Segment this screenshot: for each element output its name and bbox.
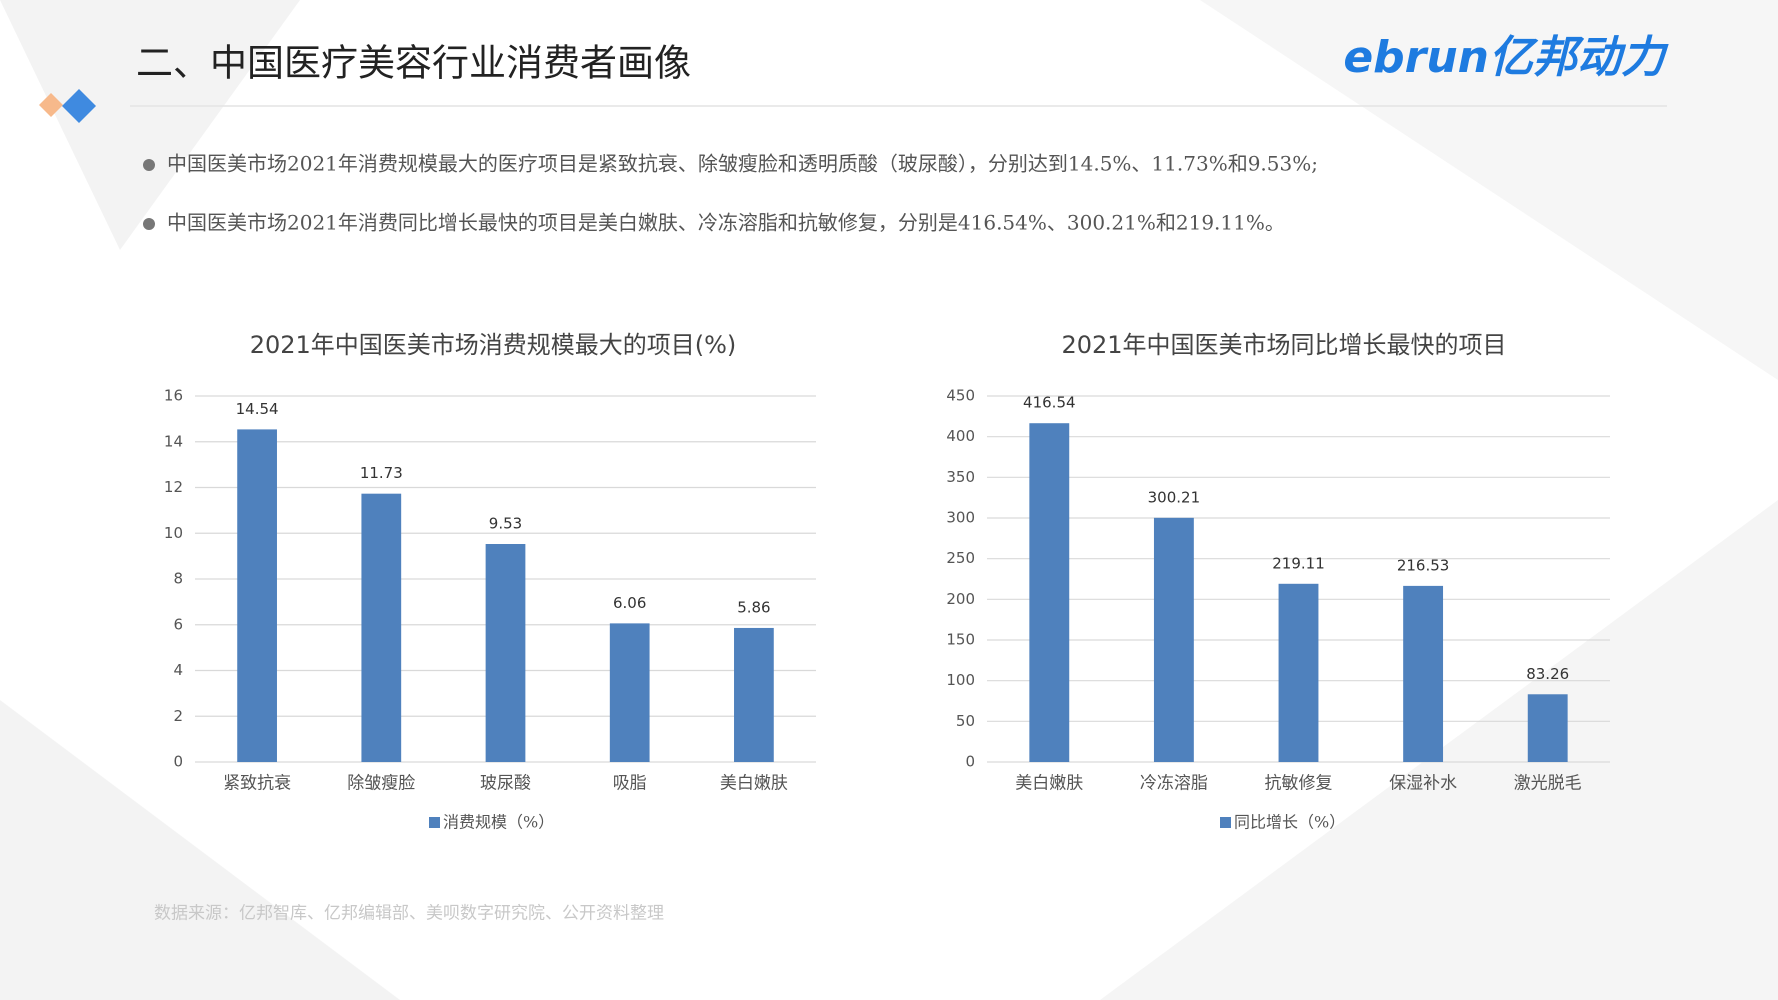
bar [1278, 583, 1319, 762]
y-tick-label: 16 [164, 387, 183, 405]
bg-shape [1200, 0, 1778, 380]
x-tick-label: 激光脱毛 [1514, 774, 1582, 794]
y-tick-label: 0 [965, 753, 975, 771]
data-label: 9.53 [489, 515, 522, 533]
bullet-dot [143, 159, 155, 171]
bullet-text: 中国医美市场2021年消费规模最大的医疗项目是紧致抗衰、除皱瘦脸和透明质酸（玻尿… [167, 152, 1318, 176]
x-tick-label: 吸脂 [613, 774, 647, 794]
y-tick-label: 14 [164, 432, 183, 450]
bar [485, 544, 526, 762]
bar [1153, 517, 1194, 762]
y-tick-label: 100 [946, 671, 975, 689]
y-tick-label: 4 [173, 661, 183, 679]
data-label: 416.54 [1023, 394, 1076, 412]
diamond [39, 93, 63, 117]
bg-shape [0, 0, 300, 250]
data-label: 14.54 [236, 400, 279, 418]
data-label: 11.73 [360, 464, 403, 482]
y-tick-label: 450 [946, 387, 975, 405]
x-tick-label: 除皱瘦脸 [347, 774, 415, 794]
x-tick-label: 美白嫩肤 [720, 774, 788, 794]
x-tick-label: 紧致抗衰 [223, 774, 291, 794]
y-tick-label: 0 [173, 753, 183, 771]
bar [1029, 423, 1070, 762]
y-tick-label: 2 [173, 707, 183, 725]
y-tick-label: 300 [946, 509, 975, 527]
bar [237, 429, 277, 762]
legend-label: 同比增长（%） [1234, 813, 1345, 832]
y-tick-label: 250 [946, 549, 975, 567]
logo: ebrun亿邦动力 [1343, 32, 1669, 83]
bg-shape [0, 700, 400, 1000]
page-title: 二、中国医疗美容行业消费者画像 [136, 42, 691, 85]
data-label: 216.53 [1397, 556, 1450, 574]
x-tick-label: 保湿补水 [1389, 774, 1457, 794]
legend-swatch [429, 817, 440, 828]
legend-swatch [1220, 817, 1231, 828]
bar [609, 623, 650, 762]
source-note: 数据来源：亿邦智库、亿邦编辑部、美呗数字研究院、公开资料整理 [154, 904, 664, 924]
x-tick-label: 冷冻溶脂 [1140, 774, 1208, 794]
bar [361, 493, 402, 762]
y-tick-label: 150 [946, 631, 975, 649]
chart-title: 2021年中国医美市场消费规模最大的项目(%) [250, 331, 737, 359]
diamond [62, 89, 96, 123]
y-tick-label: 6 [173, 615, 183, 633]
data-label: 5.86 [737, 598, 770, 616]
bar [1527, 694, 1568, 762]
data-label: 6.06 [613, 594, 646, 612]
chart-title: 2021年中国医美市场同比增长最快的项目 [1061, 331, 1506, 359]
y-tick-label: 8 [173, 570, 183, 588]
y-tick-label: 10 [164, 524, 183, 542]
bar [1403, 585, 1444, 762]
y-tick-label: 400 [946, 427, 975, 445]
data-label: 300.21 [1148, 488, 1201, 506]
y-tick-label: 12 [164, 478, 183, 496]
bar [734, 627, 774, 762]
bullet-dot [143, 218, 155, 230]
y-tick-label: 350 [946, 468, 975, 486]
data-label: 83.26 [1526, 665, 1569, 683]
x-tick-label: 玻尿酸 [480, 774, 531, 794]
x-tick-label: 美白嫩肤 [1015, 774, 1083, 794]
y-tick-label: 200 [946, 590, 975, 608]
legend-label: 消费规模（%） [443, 813, 554, 832]
data-label: 219.11 [1272, 554, 1325, 572]
y-tick-label: 50 [956, 712, 975, 730]
bullet-text: 中国医美市场2021年消费同比增长最快的项目是美白嫩肤、冷冻溶脂和抗敏修复，分别… [167, 211, 1285, 235]
x-tick-label: 抗敏修复 [1265, 774, 1333, 794]
